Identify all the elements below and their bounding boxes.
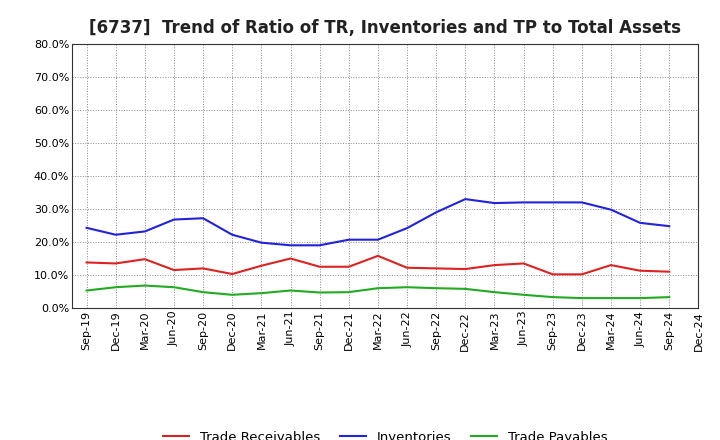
Trade Receivables [344, 264, 353, 269]
Trade Receivables [257, 263, 266, 268]
Trade Payables [549, 294, 557, 300]
Trade Payables [344, 290, 353, 295]
Line: Trade Receivables: Trade Receivables [86, 256, 670, 275]
Trade Payables [112, 285, 120, 290]
Inventories [228, 232, 237, 238]
Line: Trade Payables: Trade Payables [86, 286, 670, 298]
Trade Receivables [490, 262, 499, 268]
Trade Payables [170, 285, 179, 290]
Trade Receivables [82, 260, 91, 265]
Inventories [490, 201, 499, 206]
Inventories [286, 243, 294, 248]
Trade Receivables [665, 269, 674, 275]
Trade Receivables [432, 266, 441, 271]
Trade Payables [315, 290, 324, 295]
Inventories [140, 229, 149, 234]
Trade Receivables [461, 267, 469, 272]
Inventories [257, 240, 266, 245]
Trade Receivables [286, 256, 294, 261]
Line: Inventories: Inventories [86, 199, 670, 246]
Trade Receivables [549, 271, 557, 277]
Trade Receivables [402, 265, 411, 270]
Inventories [607, 207, 616, 212]
Trade Receivables [607, 262, 616, 268]
Trade Payables [199, 290, 207, 295]
Trade Payables [140, 283, 149, 288]
Trade Payables [461, 286, 469, 291]
Trade Payables [665, 294, 674, 300]
Trade Payables [82, 288, 91, 293]
Trade Receivables [140, 257, 149, 262]
Trade Payables [402, 285, 411, 290]
Inventories [82, 225, 91, 231]
Trade Payables [607, 296, 616, 301]
Inventories [170, 217, 179, 222]
Trade Receivables [519, 261, 528, 266]
Title: [6737]  Trend of Ratio of TR, Inventories and TP to Total Assets: [6737] Trend of Ratio of TR, Inventories… [89, 19, 681, 37]
Trade Receivables [577, 271, 586, 277]
Inventories [549, 200, 557, 205]
Inventories [112, 232, 120, 238]
Inventories [374, 237, 382, 242]
Inventories [402, 225, 411, 231]
Trade Payables [636, 296, 644, 301]
Trade Payables [577, 296, 586, 301]
Trade Receivables [170, 268, 179, 273]
Trade Receivables [228, 271, 237, 277]
Trade Receivables [374, 253, 382, 258]
Inventories [461, 196, 469, 202]
Inventories [199, 216, 207, 221]
Trade Payables [490, 290, 499, 295]
Trade Payables [286, 288, 294, 293]
Trade Receivables [199, 266, 207, 271]
Inventories [577, 200, 586, 205]
Trade Receivables [636, 268, 644, 273]
Trade Payables [519, 292, 528, 297]
Inventories [315, 243, 324, 248]
Legend: Trade Receivables, Inventories, Trade Payables: Trade Receivables, Inventories, Trade Pa… [158, 425, 613, 440]
Trade Payables [257, 290, 266, 296]
Trade Payables [432, 286, 441, 291]
Trade Receivables [315, 264, 324, 269]
Inventories [665, 224, 674, 229]
Inventories [519, 200, 528, 205]
Trade Payables [228, 292, 237, 297]
Inventories [636, 220, 644, 225]
Inventories [344, 237, 353, 242]
Trade Payables [374, 286, 382, 291]
Inventories [432, 210, 441, 215]
Trade Receivables [112, 261, 120, 266]
